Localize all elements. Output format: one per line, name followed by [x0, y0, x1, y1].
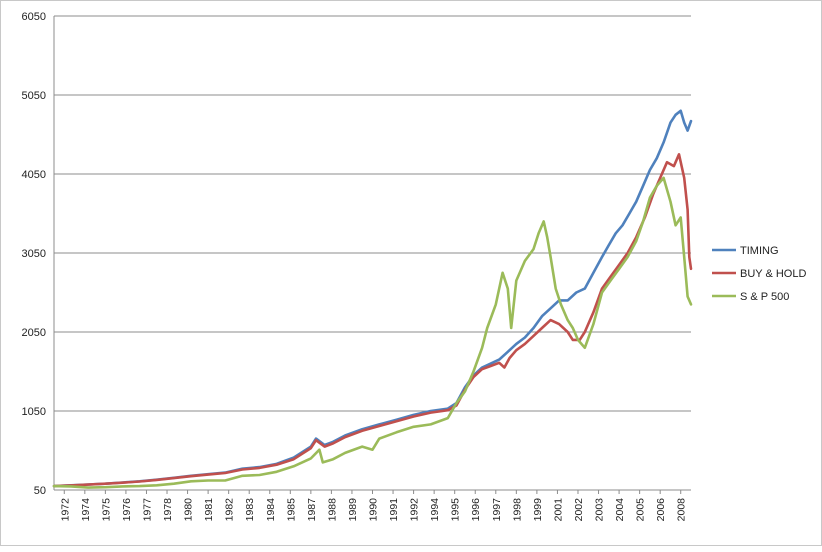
x-tick-label: 1990 — [368, 498, 380, 522]
axes: 50 1050 2050 3050 4050 5050 6050 1972 1974 1975 19… — [22, 11, 691, 521]
x-tick-label: 1983 — [244, 498, 256, 522]
x-tick-label: 1996 — [470, 498, 482, 522]
x-tick-label: 1978 — [162, 498, 174, 522]
x-tick-label: 1985 — [285, 498, 297, 522]
series-line-1 — [52, 109, 693, 488]
y-tick-label: 6050 — [22, 11, 46, 23]
x-tick-label: 2004 — [614, 498, 626, 522]
series-lines — [52, 109, 693, 489]
legend: TIMING BUY & HOLD S & P 500 — [712, 245, 806, 303]
x-tick-label: 2006 — [655, 498, 667, 522]
x-tick-label: 1999 — [532, 498, 544, 522]
x-tick-label: 2003 — [594, 498, 606, 522]
x-tick-label: 1998 — [511, 498, 523, 522]
x-tick-label: 1982 — [224, 498, 236, 522]
x-tick-label: 1989 — [347, 498, 359, 522]
x-tick-label: 1981 — [203, 498, 215, 522]
x-tick-label: 1987 — [306, 498, 318, 522]
y-tick-label: 50 — [34, 485, 46, 497]
gridlines — [54, 15, 691, 412]
x-tick-label: 1976 — [121, 498, 133, 522]
x-tick-label: 1994 — [429, 498, 441, 522]
legend-label: BUY & HOLD — [740, 268, 806, 280]
x-tick-label: 1997 — [491, 498, 503, 522]
y-tick-label: 1050 — [22, 406, 46, 418]
x-tick-label: 1974 — [80, 498, 92, 522]
y-tick-label: 3050 — [22, 248, 46, 260]
legend-label: TIMING — [740, 245, 779, 257]
x-tick-label: 1975 — [100, 498, 112, 522]
legend-label: S & P 500 — [740, 291, 789, 303]
x-tick-label: 2001 — [552, 498, 564, 522]
x-tick-label: 2002 — [573, 498, 585, 522]
x-tick-label: 1980 — [183, 498, 195, 522]
x-tick-label: 1977 — [141, 498, 153, 522]
y-tick-label: 4050 — [22, 169, 46, 181]
x-tick-label: 1995 — [450, 498, 462, 522]
x-tick-label: 1988 — [326, 498, 338, 522]
x-tick-label: 1972 — [59, 498, 71, 522]
x-tick-label: 1984 — [265, 498, 277, 522]
series-line-3 — [52, 176, 693, 489]
x-tick-label: 2008 — [676, 498, 688, 522]
y-tick-label: 2050 — [22, 327, 46, 339]
x-tick-label: 2005 — [635, 498, 647, 522]
y-tick-label: 5050 — [22, 90, 46, 102]
x-tick-label: 1992 — [409, 498, 421, 522]
x-tick-label: 1991 — [388, 498, 400, 522]
